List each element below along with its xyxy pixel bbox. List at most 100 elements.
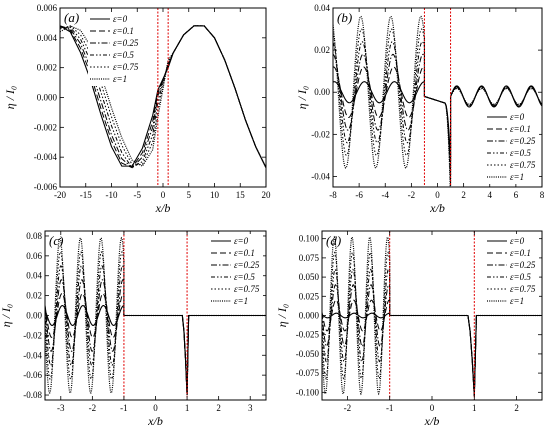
legend: ε=0 ε=0.1 ε=0.25 ε=0.5 ε=0.75 ε=1 xyxy=(88,12,142,86)
legend-entry-1: ε=0.1 xyxy=(234,248,255,258)
x-tick-label: 0 xyxy=(161,190,166,200)
y-axis-label: η / I₀ xyxy=(275,304,289,327)
y-axis-label: η / I₀ xyxy=(295,86,309,109)
y-tick-label: -0.100 xyxy=(296,387,320,397)
series-line-5 xyxy=(333,15,542,187)
y-tick-label: -0.04 xyxy=(23,350,42,360)
x-tick-label: 5 xyxy=(187,190,192,200)
y-axis-label: η / I₀ xyxy=(0,304,13,327)
legend-entry-1: ε=0.1 xyxy=(510,124,531,134)
x-tick-label: 20 xyxy=(262,190,272,200)
y-tick-label: -0.006 xyxy=(34,182,58,192)
panel-label: (c) xyxy=(49,233,63,248)
y-tick-label: 0.04 xyxy=(26,271,42,281)
y-tick-label: 0.04 xyxy=(314,3,330,13)
legend-entry-5: ε=1 xyxy=(510,172,524,182)
legend-entry-4: ε=0.75 xyxy=(510,284,536,294)
x-axis-label: x/b xyxy=(424,414,440,428)
legend: ε=0 ε=0.1 ε=0.25 ε=0.5 ε=0.75 ε=1 xyxy=(485,234,539,308)
legend: ε=0 ε=0.1 ε=0.25 ε=0.5 ε=0.75 ε=1 xyxy=(209,234,263,308)
series-line-4 xyxy=(45,250,266,396)
series-line-5 xyxy=(322,235,542,397)
y-tick-label: -0.02 xyxy=(311,129,330,139)
x-tick-label: 15 xyxy=(236,190,246,200)
y-tick-label: -0.004 xyxy=(34,152,58,162)
y-tick-label: 0.00 xyxy=(314,87,330,97)
x-tick-label: -15 xyxy=(80,190,92,200)
legend-entry-3: ε=0.5 xyxy=(234,272,255,282)
x-tick-label: -4 xyxy=(382,190,390,200)
legend-entry-1: ε=0.1 xyxy=(113,26,134,36)
y-tick-label: 0.00 xyxy=(26,311,42,321)
x-axis-label: x/b xyxy=(429,201,445,215)
x-tick-label: 6 xyxy=(514,190,519,200)
y-tick-label: 0.06 xyxy=(26,251,42,261)
panel-label: (d) xyxy=(326,233,341,248)
x-tick-label: -1 xyxy=(120,403,128,413)
curves xyxy=(322,235,542,397)
y-tick-label: 0.025 xyxy=(299,291,320,301)
panel-b: -8 -6 -4 -2 0 2 4 6 8 -0.04 -0.02 0.00 0.02 0.04 x/b η … xyxy=(295,3,545,215)
y-tick-label: 0.100 xyxy=(299,234,320,244)
y-tick-label: 0.000 xyxy=(37,93,58,103)
x-axis-label: x/b xyxy=(155,201,171,215)
x-tick-label: -2 xyxy=(89,403,97,413)
y-tick-label: -0.04 xyxy=(311,171,330,181)
y-tick-label: 0.02 xyxy=(314,45,330,55)
x-tick-label: -10 xyxy=(106,190,118,200)
x-tick-label: 0 xyxy=(430,403,435,413)
y-tick-label: 0.004 xyxy=(37,33,58,43)
legend-entry-2: ε=0.25 xyxy=(113,38,139,48)
legend-entry-0: ε=0 xyxy=(510,112,525,122)
x-tick-label: -20 xyxy=(54,190,66,200)
series-line-5 xyxy=(45,236,266,396)
y-tick-label: 0.000 xyxy=(299,311,320,321)
x-tick-label: -3 xyxy=(57,403,65,413)
x-tick-label: 10 xyxy=(210,190,220,200)
y-tick-label: 0.050 xyxy=(299,272,320,282)
series-line-0 xyxy=(45,304,266,396)
curves xyxy=(45,236,266,396)
panel-label: (a) xyxy=(64,10,79,25)
y-tick-label: -0.08 xyxy=(23,390,42,400)
x-axis-label: x/b xyxy=(147,414,163,428)
legend-entry-5: ε=1 xyxy=(234,296,248,306)
y-tick-label: -0.025 xyxy=(296,330,320,340)
x-tick-label: 3 xyxy=(248,403,253,413)
legend-entry-4: ε=0.75 xyxy=(510,160,536,170)
y-tick-label: -0.075 xyxy=(296,368,320,378)
y-tick-label: -0.06 xyxy=(23,370,42,380)
series-line-0 xyxy=(322,312,542,397)
panel-c: -3 -2 -1 0 1 2 3 -0.08 -0.06 -0.04 -0.02 0.00 0.02 0.… xyxy=(0,230,267,428)
legend-entry-5: ε=1 xyxy=(510,296,524,306)
y-tick-label: 0.002 xyxy=(37,63,57,73)
panel-label: (b) xyxy=(337,10,352,25)
x-tick-label: 1 xyxy=(472,403,477,413)
series-line-4 xyxy=(60,25,266,168)
y-tick-label: 0.08 xyxy=(26,231,42,241)
x-tick-label: 4 xyxy=(488,190,493,200)
legend-entry-2: ε=0.25 xyxy=(510,260,536,270)
x-tick-label: 2 xyxy=(216,403,221,413)
legend-entry-3: ε=0.5 xyxy=(113,50,134,60)
panel-a: -20 -15 -10 -5 0 5 10 15 20 -0.006 -0.004 -0.002 0.0… xyxy=(3,3,271,215)
y-tick-label: 0.006 xyxy=(37,3,58,13)
legend-entry-0: ε=0 xyxy=(510,236,525,246)
legend-entry-4: ε=0.75 xyxy=(113,62,139,72)
legend-entry-4: ε=0.75 xyxy=(234,284,260,294)
x-tick-label: -5 xyxy=(134,190,142,200)
y-tick-label: -0.02 xyxy=(23,330,42,340)
x-tick-label: -1 xyxy=(386,403,394,413)
x-tick-label: 0 xyxy=(153,403,158,413)
x-tick-label: 0 xyxy=(435,190,440,200)
legend-entry-0: ε=0 xyxy=(234,236,249,246)
y-axis-label: η / I₀ xyxy=(3,86,17,109)
x-tick-label: -8 xyxy=(329,190,337,200)
x-tick-label: 8 xyxy=(540,190,545,200)
legend-entry-2: ε=0.25 xyxy=(234,260,260,270)
x-tick-label: -6 xyxy=(355,190,363,200)
y-tick-label: 0.02 xyxy=(26,291,42,301)
legend-entry-5: ε=1 xyxy=(113,74,127,84)
y-tick-label: 0.075 xyxy=(299,253,320,263)
